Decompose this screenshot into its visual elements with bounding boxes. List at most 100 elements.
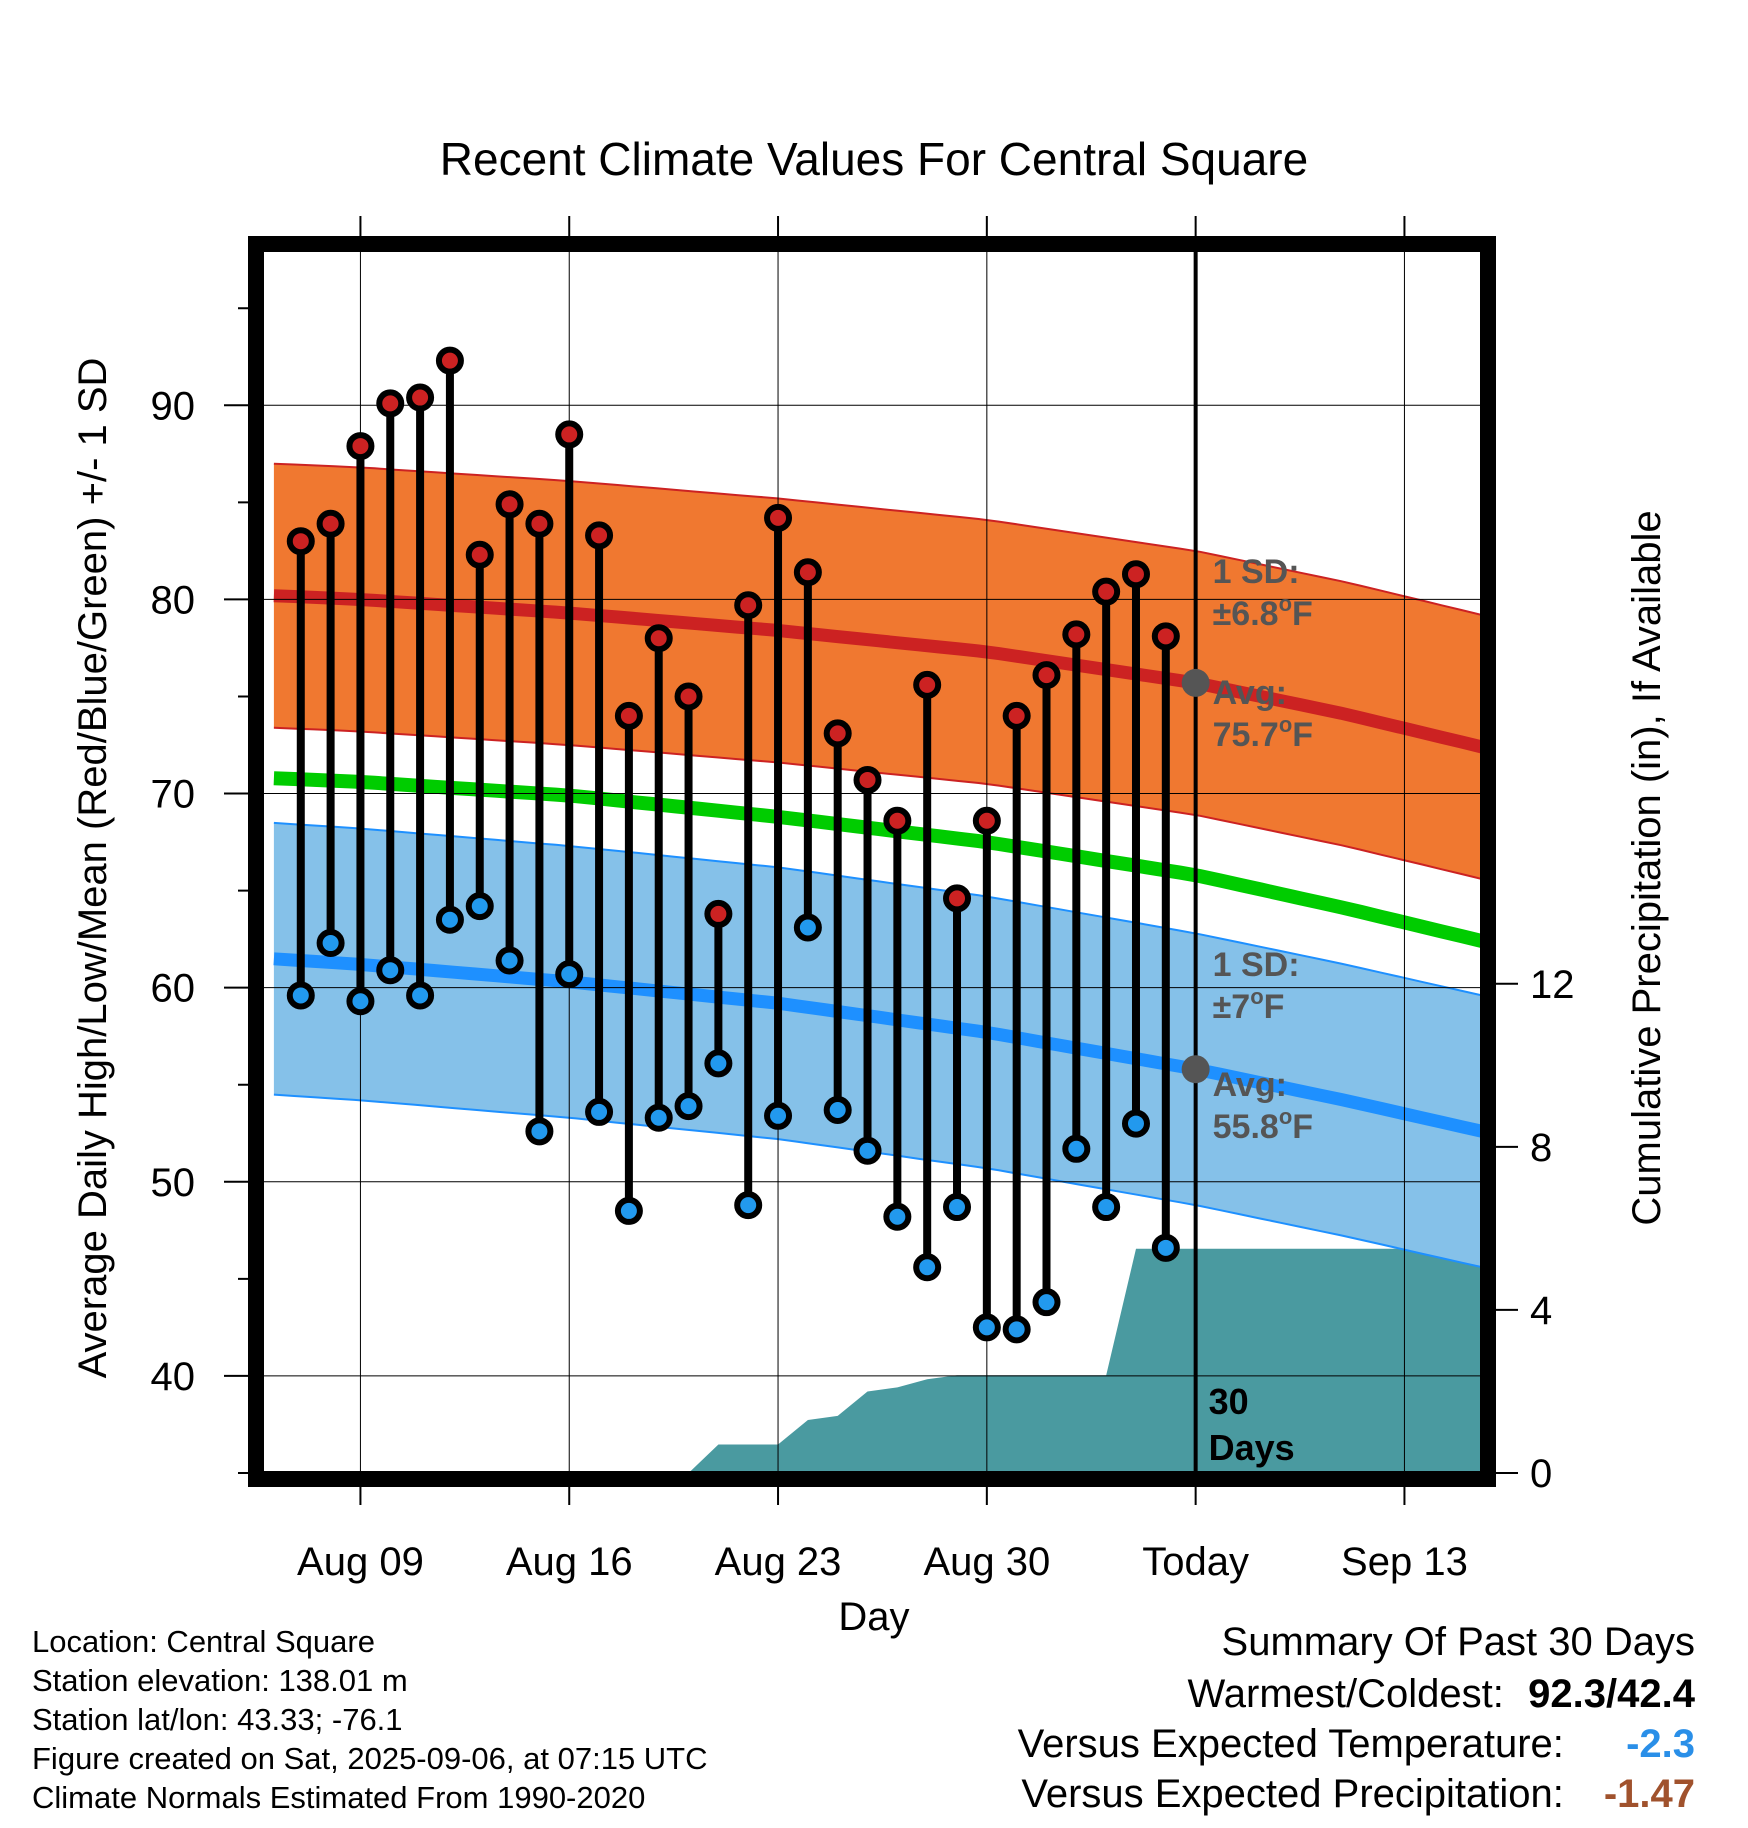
- y-axis-label: Average Daily High/Low/Mean (Red/Blue/Gr…: [71, 358, 115, 1379]
- daily-low-point: [435, 905, 464, 934]
- daily-high-point: [674, 682, 703, 711]
- high-avg-value-degree: o: [1279, 712, 1292, 737]
- daily-low-point: [555, 960, 584, 989]
- daily-high-point: [555, 420, 584, 449]
- warm-cold-value: 92.3/42.4: [1528, 1672, 1695, 1716]
- high-sd-value: ±6.8oF: [1213, 591, 1313, 633]
- daily-high-point: [495, 490, 524, 519]
- daily-high-point: [435, 346, 464, 375]
- daily-high-point: [1092, 577, 1121, 606]
- plot-frame: [248, 236, 1496, 1487]
- summary-temp: Versus Expected Temperature: -2.3: [1018, 1722, 1695, 1767]
- daily-high-point: [346, 432, 375, 461]
- daily-high-point: [1062, 620, 1091, 649]
- daily-high-point: [1032, 661, 1061, 690]
- high-avg-value-number: 75.7: [1213, 716, 1279, 754]
- daily-high-point: [286, 527, 315, 556]
- daily-high-point: [853, 765, 882, 794]
- temp-value: -2.3: [1626, 1722, 1695, 1766]
- daily-low-point: [316, 929, 345, 958]
- y-tick-label: 50: [151, 1161, 196, 1205]
- low-avg-value-number: 55.8: [1213, 1108, 1279, 1146]
- y-tick-label: 90: [151, 384, 196, 428]
- daily-low-point: [943, 1193, 972, 1222]
- high-sd-value-unit: F: [1292, 595, 1313, 633]
- today-low-avg-marker: [1181, 1055, 1210, 1084]
- low-sd-value-number: ±7: [1213, 988, 1251, 1026]
- daily-high-point: [316, 509, 345, 538]
- window-label-line2: Days: [1209, 1427, 1295, 1468]
- high-sd-value-number: ±6.8: [1213, 595, 1279, 633]
- y2-tick-label: 0: [1530, 1452, 1552, 1496]
- daily-high-point: [644, 624, 673, 653]
- daily-low-point: [853, 1136, 882, 1165]
- normal-low-line: [273, 952, 1482, 1138]
- precipitation-area: [688, 1248, 1482, 1473]
- low-avg-value: 55.8oF: [1213, 1104, 1313, 1146]
- created-text: Figure created on Sat, 2025-09-06, at 07…: [32, 1741, 708, 1776]
- daily-high-point: [1002, 701, 1031, 730]
- high-sd-label: 1 SD:: [1213, 553, 1300, 591]
- daily-low-point: [1121, 1109, 1150, 1138]
- daily-low-point: [1002, 1315, 1031, 1344]
- normals-text: Climate Normals Estimated From 1990-2020: [32, 1780, 646, 1815]
- low-avg-value-degree: o: [1279, 1104, 1292, 1129]
- y2-tick-label: 12: [1530, 963, 1575, 1007]
- precip-value: -1.47: [1603, 1772, 1695, 1816]
- x-tick-label: Aug 09: [297, 1540, 424, 1584]
- daily-low-point: [585, 1097, 614, 1126]
- daily-low-point: [1032, 1288, 1061, 1317]
- daily-high-point: [883, 806, 912, 835]
- daily-high-point: [704, 899, 733, 928]
- daily-high-point: [406, 383, 435, 412]
- daily-high-point: [734, 591, 763, 620]
- daily-low-point: [764, 1101, 793, 1130]
- daily-high-point: [943, 884, 972, 913]
- today-high-avg-marker: [1181, 668, 1210, 697]
- y-tick-label: 60: [151, 967, 196, 1011]
- daily-high-point: [1121, 560, 1150, 589]
- daily-low-point: [286, 981, 315, 1010]
- daily-low-point: [614, 1196, 643, 1225]
- location-text: Location: Central Square: [32, 1624, 375, 1659]
- high-avg-value-unit: F: [1292, 716, 1313, 754]
- daily-high-point: [764, 503, 793, 532]
- y-tick-label: 70: [151, 773, 196, 817]
- low-sd-label: 1 SD:: [1213, 946, 1300, 984]
- daily-low-point: [734, 1191, 763, 1220]
- daily-low-point: [1062, 1134, 1091, 1163]
- x-tick-label: Aug 30: [923, 1540, 1050, 1584]
- daily-high-point: [465, 540, 494, 569]
- latlon-text: Station lat/lon: 43.33; -76.1: [32, 1702, 403, 1737]
- window-label-line1: 30: [1209, 1381, 1249, 1422]
- daily-high-point: [525, 509, 554, 538]
- y2-axis-label: Cumulative Precipitation (in), If Availa…: [1625, 510, 1669, 1225]
- summary-warm-cold: Warmest/Coldest: 92.3/42.4: [1188, 1672, 1696, 1717]
- normal-mean-line: [273, 771, 1482, 948]
- daily-high-point: [972, 806, 1001, 835]
- precip-label: Versus Expected Precipitation:: [1021, 1772, 1564, 1816]
- daily-high-point: [614, 701, 643, 730]
- daily-low-point: [1151, 1233, 1180, 1262]
- daily-low-point: [704, 1049, 733, 1078]
- x-axis-label: Day: [838, 1595, 909, 1639]
- x-tick-label: Today: [1142, 1540, 1249, 1584]
- low-sd-value-degree: o: [1250, 984, 1263, 1009]
- daily-low-point: [465, 892, 494, 921]
- daily-high-point: [376, 389, 405, 418]
- x-tick-label: Aug 16: [506, 1540, 633, 1584]
- low-sd-band: [273, 822, 1482, 1268]
- daily-low-point: [674, 1092, 703, 1121]
- low-band-upper-edge: [273, 821, 1482, 997]
- normal-high-line: [273, 589, 1482, 754]
- high-avg-value: 75.7oF: [1213, 712, 1313, 754]
- daily-low-point: [823, 1095, 852, 1124]
- y-tick-label: 80: [151, 578, 196, 622]
- high-sd-value-degree: o: [1279, 591, 1292, 616]
- elevation-text: Station elevation: 138.01 m: [32, 1663, 408, 1698]
- x-tick-label: Sep 13: [1341, 1540, 1468, 1584]
- daily-low-point: [346, 987, 375, 1016]
- daily-low-point: [913, 1253, 942, 1282]
- high-sd-band: [273, 463, 1482, 879]
